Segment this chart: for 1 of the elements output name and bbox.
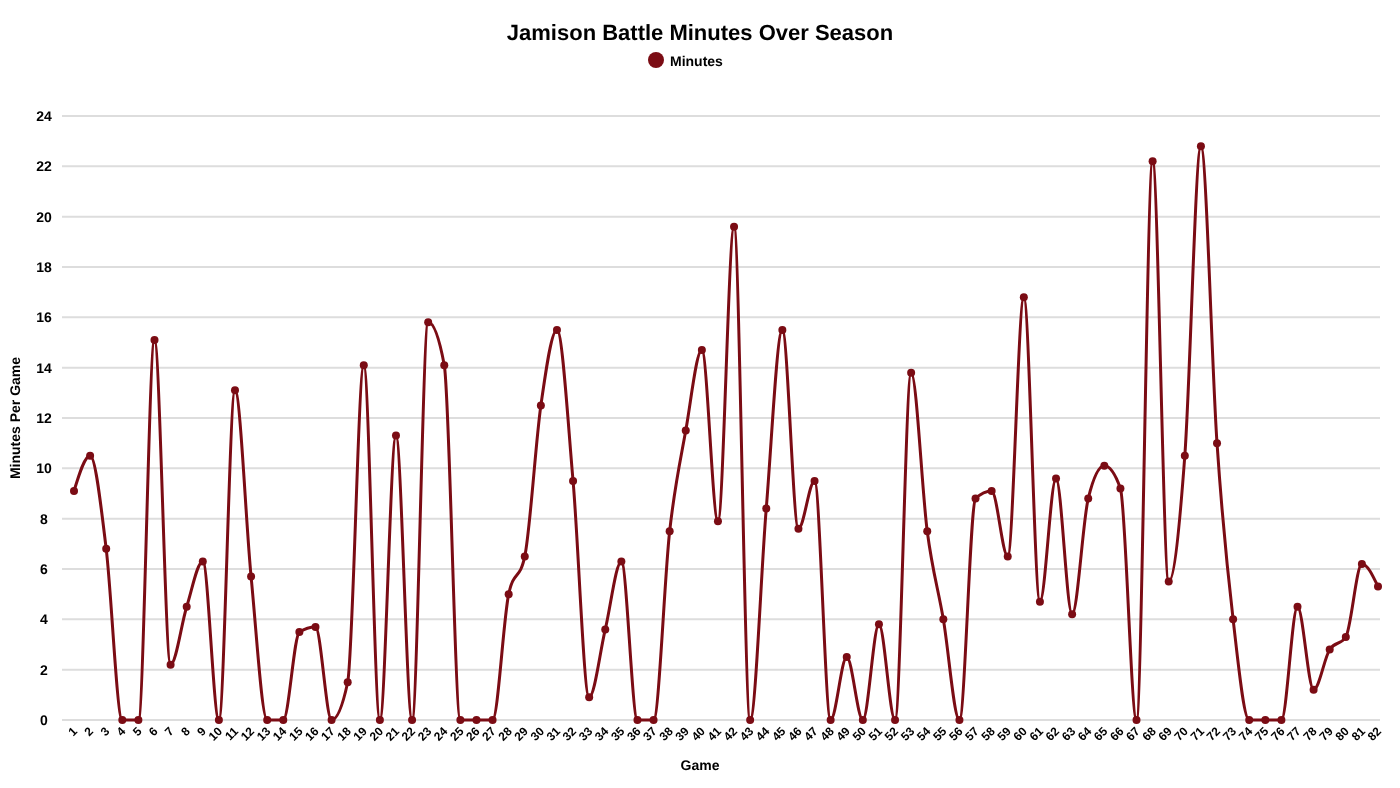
chart-title: Jamison Battle Minutes Over Season bbox=[506, 22, 894, 46]
